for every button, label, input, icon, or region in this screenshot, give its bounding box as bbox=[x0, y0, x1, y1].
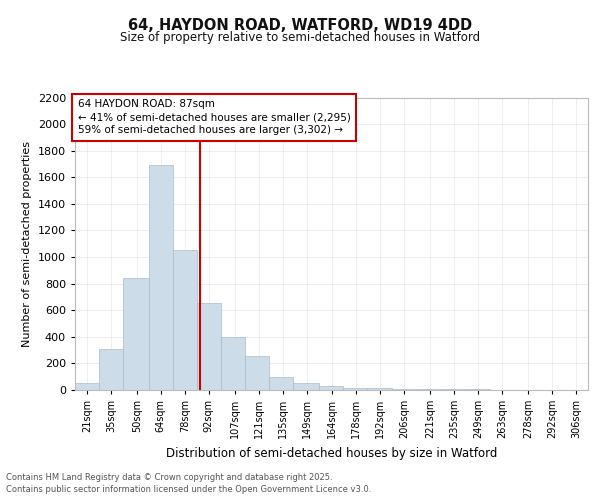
Bar bbox=[173, 250, 197, 390]
Bar bbox=[392, 388, 416, 390]
Text: 64 HAYDON ROAD: 87sqm
← 41% of semi-detached houses are smaller (2,295)
59% of s: 64 HAYDON ROAD: 87sqm ← 41% of semi-deta… bbox=[77, 99, 350, 136]
X-axis label: Distribution of semi-detached houses by size in Watford: Distribution of semi-detached houses by … bbox=[166, 446, 497, 460]
Bar bbox=[269, 376, 293, 390]
Text: Size of property relative to semi-detached houses in Watford: Size of property relative to semi-detach… bbox=[120, 31, 480, 44]
Bar bbox=[245, 356, 269, 390]
Bar bbox=[75, 382, 99, 390]
Bar bbox=[416, 389, 440, 390]
Bar bbox=[221, 337, 245, 390]
Bar bbox=[343, 388, 367, 390]
Text: Contains public sector information licensed under the Open Government Licence v3: Contains public sector information licen… bbox=[6, 485, 371, 494]
Bar bbox=[197, 303, 221, 390]
Bar bbox=[293, 382, 319, 390]
Bar bbox=[99, 350, 123, 390]
Bar bbox=[123, 278, 149, 390]
Y-axis label: Number of semi-detached properties: Number of semi-detached properties bbox=[22, 141, 32, 347]
Bar bbox=[319, 386, 343, 390]
Bar bbox=[149, 166, 173, 390]
Bar bbox=[367, 388, 392, 390]
Text: 64, HAYDON ROAD, WATFORD, WD19 4DD: 64, HAYDON ROAD, WATFORD, WD19 4DD bbox=[128, 18, 472, 32]
Text: Contains HM Land Registry data © Crown copyright and database right 2025.: Contains HM Land Registry data © Crown c… bbox=[6, 472, 332, 482]
